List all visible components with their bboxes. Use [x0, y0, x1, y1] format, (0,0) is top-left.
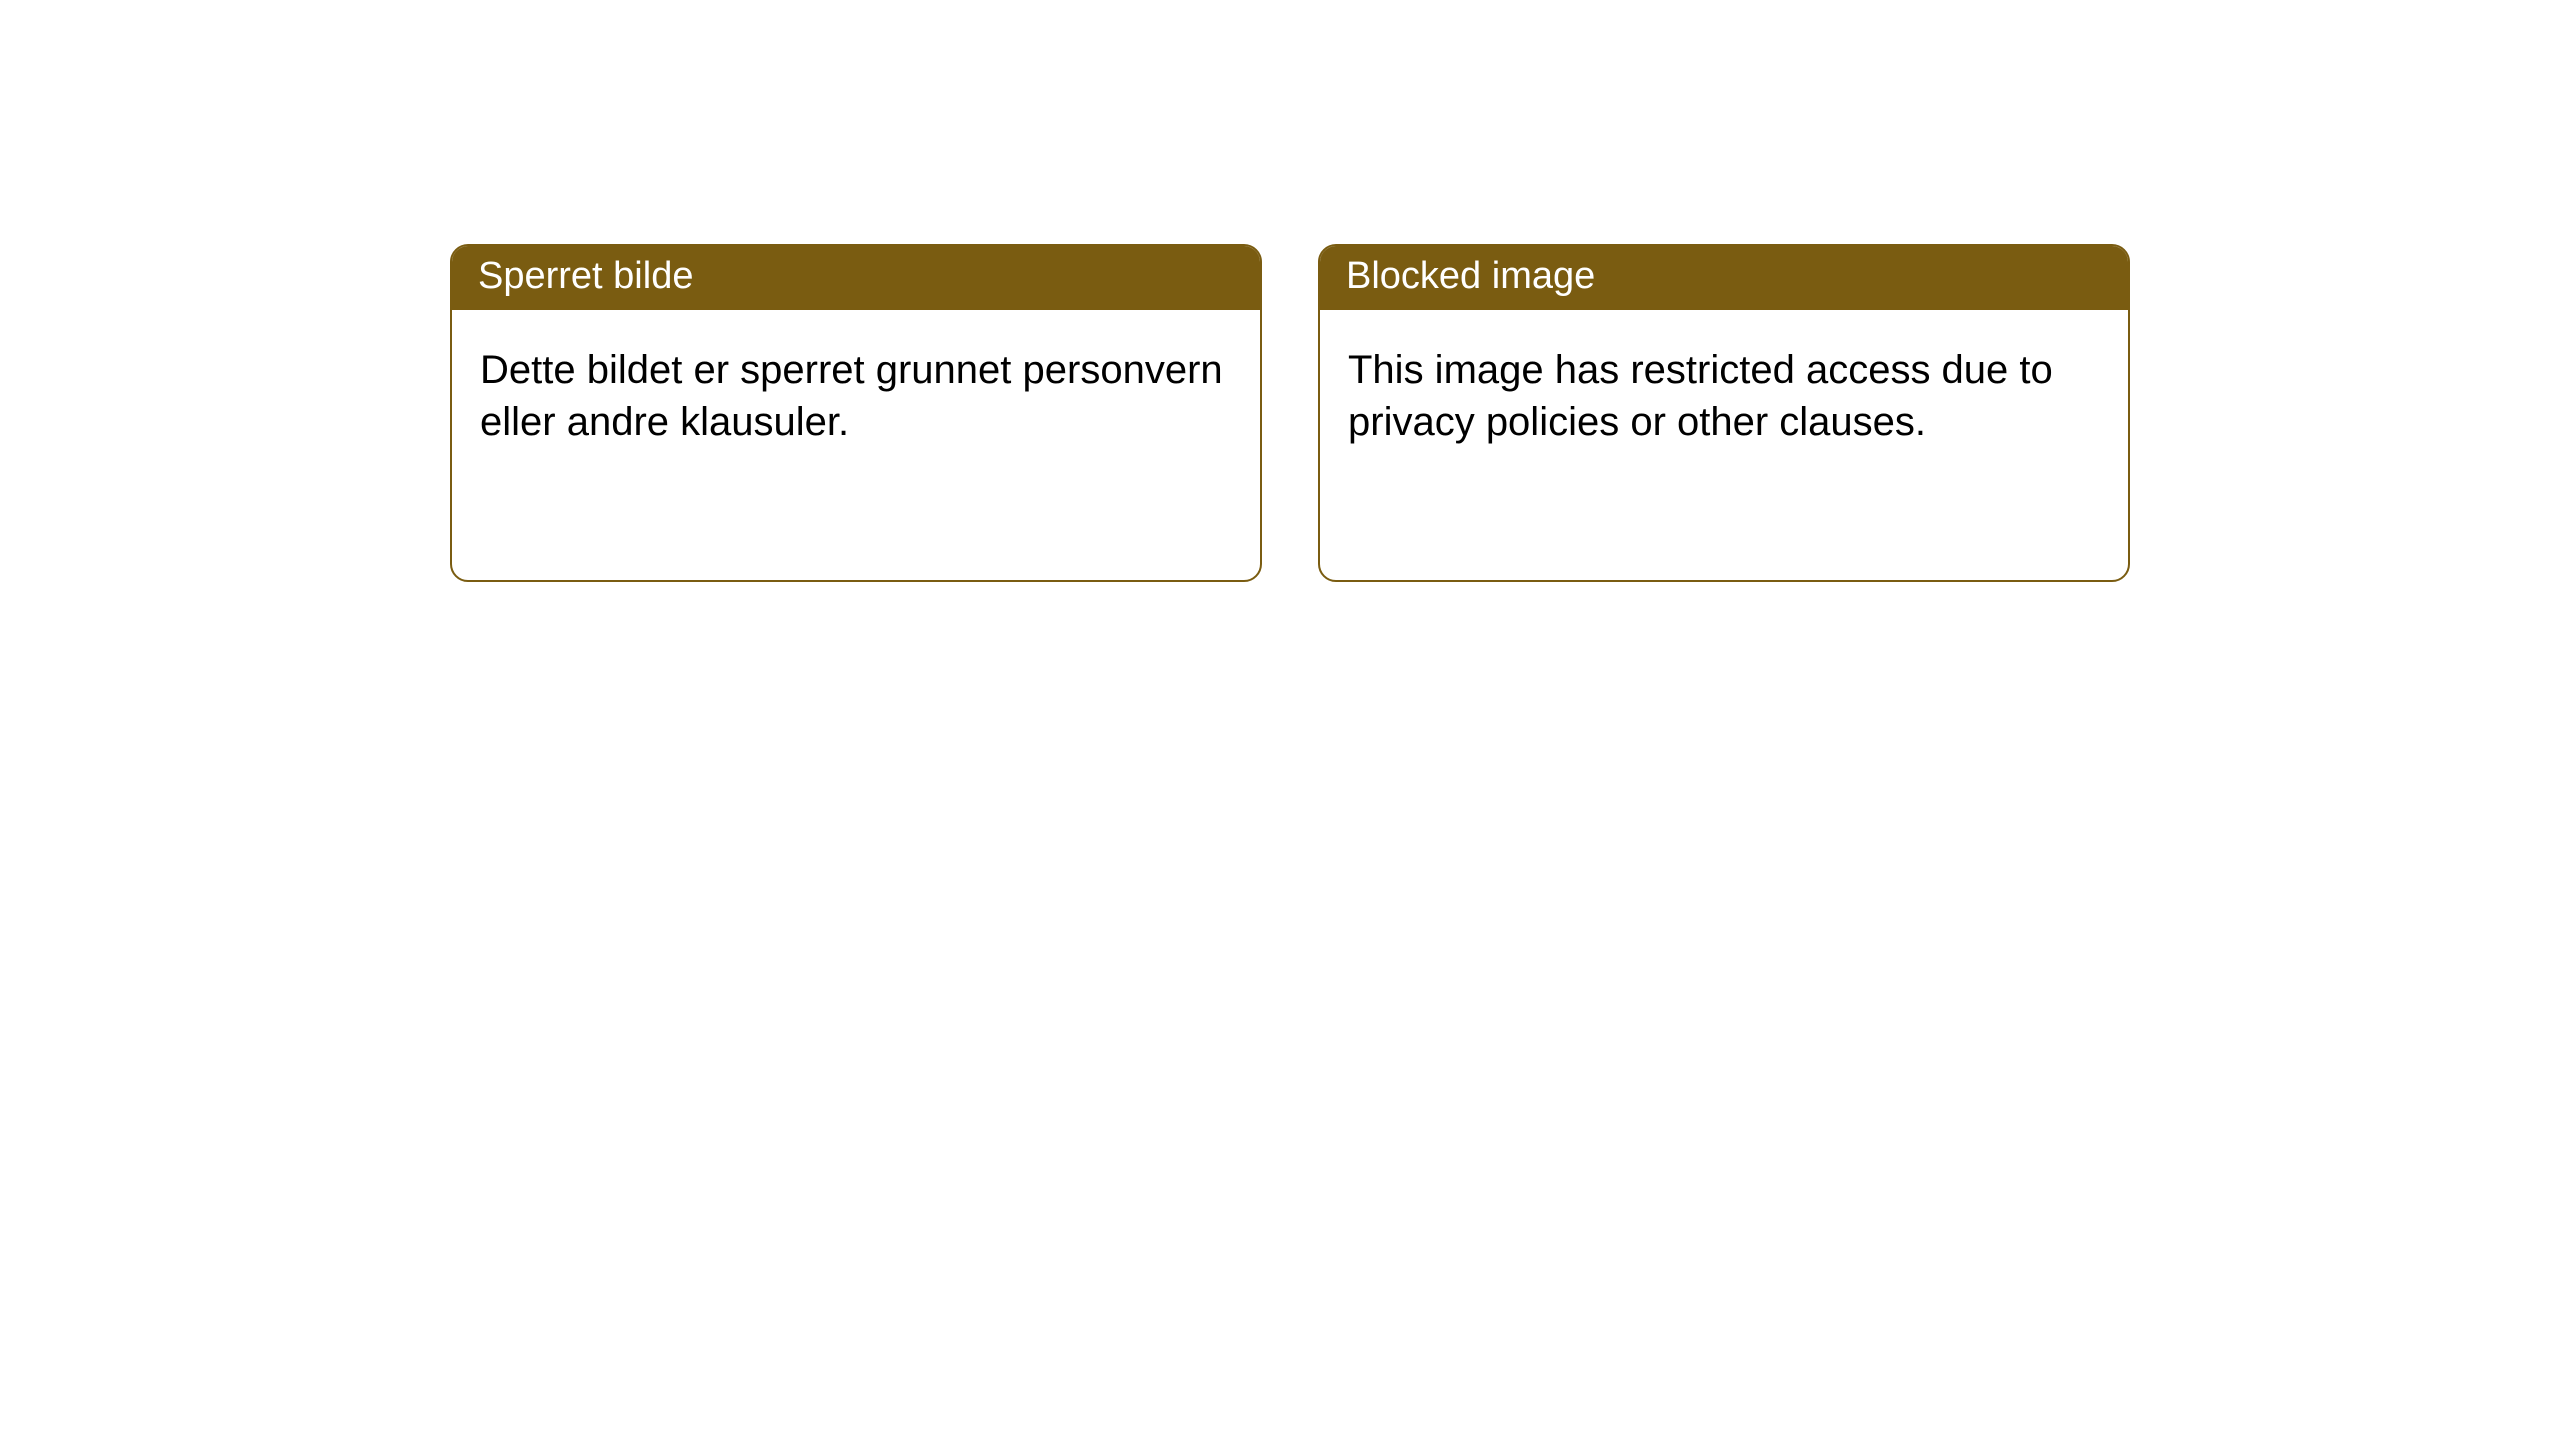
notice-card-english: Blocked image This image has restricted … — [1318, 244, 2130, 582]
notice-container: Sperret bilde Dette bildet er sperret gr… — [0, 0, 2560, 582]
notice-header-norwegian: Sperret bilde — [452, 246, 1260, 310]
notice-body-english: This image has restricted access due to … — [1320, 310, 2128, 478]
notice-body-norwegian: Dette bildet er sperret grunnet personve… — [452, 310, 1260, 478]
notice-header-english: Blocked image — [1320, 246, 2128, 310]
notice-card-norwegian: Sperret bilde Dette bildet er sperret gr… — [450, 244, 1262, 582]
